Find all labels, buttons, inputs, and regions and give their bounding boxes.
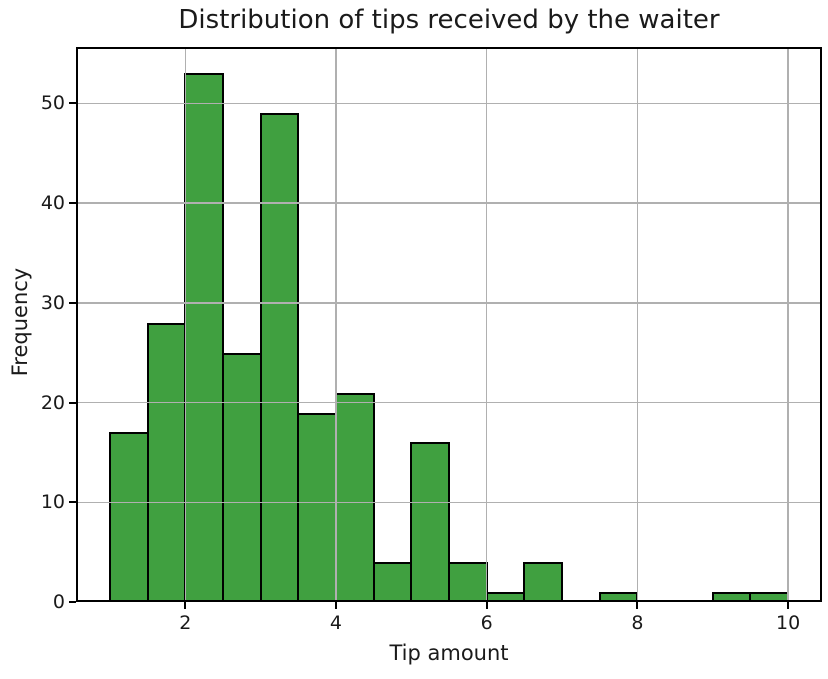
vertical-gridline xyxy=(184,47,186,602)
plot-area xyxy=(76,47,822,602)
x-tick-label: 8 xyxy=(631,612,644,634)
y-tick xyxy=(69,202,76,205)
vertical-gridline xyxy=(787,47,789,602)
bottom-spine xyxy=(76,600,822,602)
histogram-bar xyxy=(297,412,337,602)
x-tick-label: 4 xyxy=(329,612,343,634)
histogram-bar xyxy=(259,113,300,602)
vertical-gridline xyxy=(335,47,337,602)
y-tick-label: 20 xyxy=(40,391,65,414)
vertical-gridline xyxy=(636,47,639,602)
right-spine xyxy=(820,47,822,602)
y-tick xyxy=(69,301,76,304)
left-spine xyxy=(76,47,78,602)
x-tick xyxy=(334,602,337,609)
histogram-bar xyxy=(221,352,262,602)
histogram-bar xyxy=(334,392,375,602)
y-axis-label: Frequency xyxy=(8,267,32,377)
histogram-bar xyxy=(184,73,224,602)
chart-title: Distribution of tips received by the wai… xyxy=(178,5,720,35)
y-tick xyxy=(69,401,76,404)
vertical-gridline xyxy=(485,47,488,602)
horizontal-gridline xyxy=(76,501,822,504)
x-tick-label: 2 xyxy=(179,612,192,634)
horizontal-gridline xyxy=(76,202,822,204)
y-tick-label: 0 xyxy=(52,591,65,613)
y-tick-label: 50 xyxy=(40,92,65,115)
y-tick-label: 40 xyxy=(40,192,65,215)
histogram-bar xyxy=(372,562,413,602)
x-tick xyxy=(184,602,187,609)
histogram-bar xyxy=(410,442,450,602)
x-tick xyxy=(636,602,639,609)
y-tick xyxy=(69,601,76,603)
x-tick xyxy=(485,602,488,609)
histogram-bar xyxy=(108,432,149,602)
y-tick-label: 30 xyxy=(40,291,65,314)
x-axis-label: Tip amount xyxy=(389,641,509,665)
histogram-bar xyxy=(146,322,187,602)
x-tick-label: 10 xyxy=(775,612,801,634)
histogram-bar xyxy=(448,562,488,602)
horizontal-gridline xyxy=(76,401,822,404)
histogram-bar xyxy=(523,562,564,602)
top-spine xyxy=(76,47,822,49)
y-tick xyxy=(69,102,76,105)
horizontal-gridline xyxy=(76,102,822,105)
y-tick xyxy=(69,501,76,504)
x-tick-label: 6 xyxy=(480,612,493,634)
y-tick-label: 10 xyxy=(40,491,65,514)
horizontal-gridline xyxy=(76,302,822,304)
x-tick xyxy=(787,602,790,609)
